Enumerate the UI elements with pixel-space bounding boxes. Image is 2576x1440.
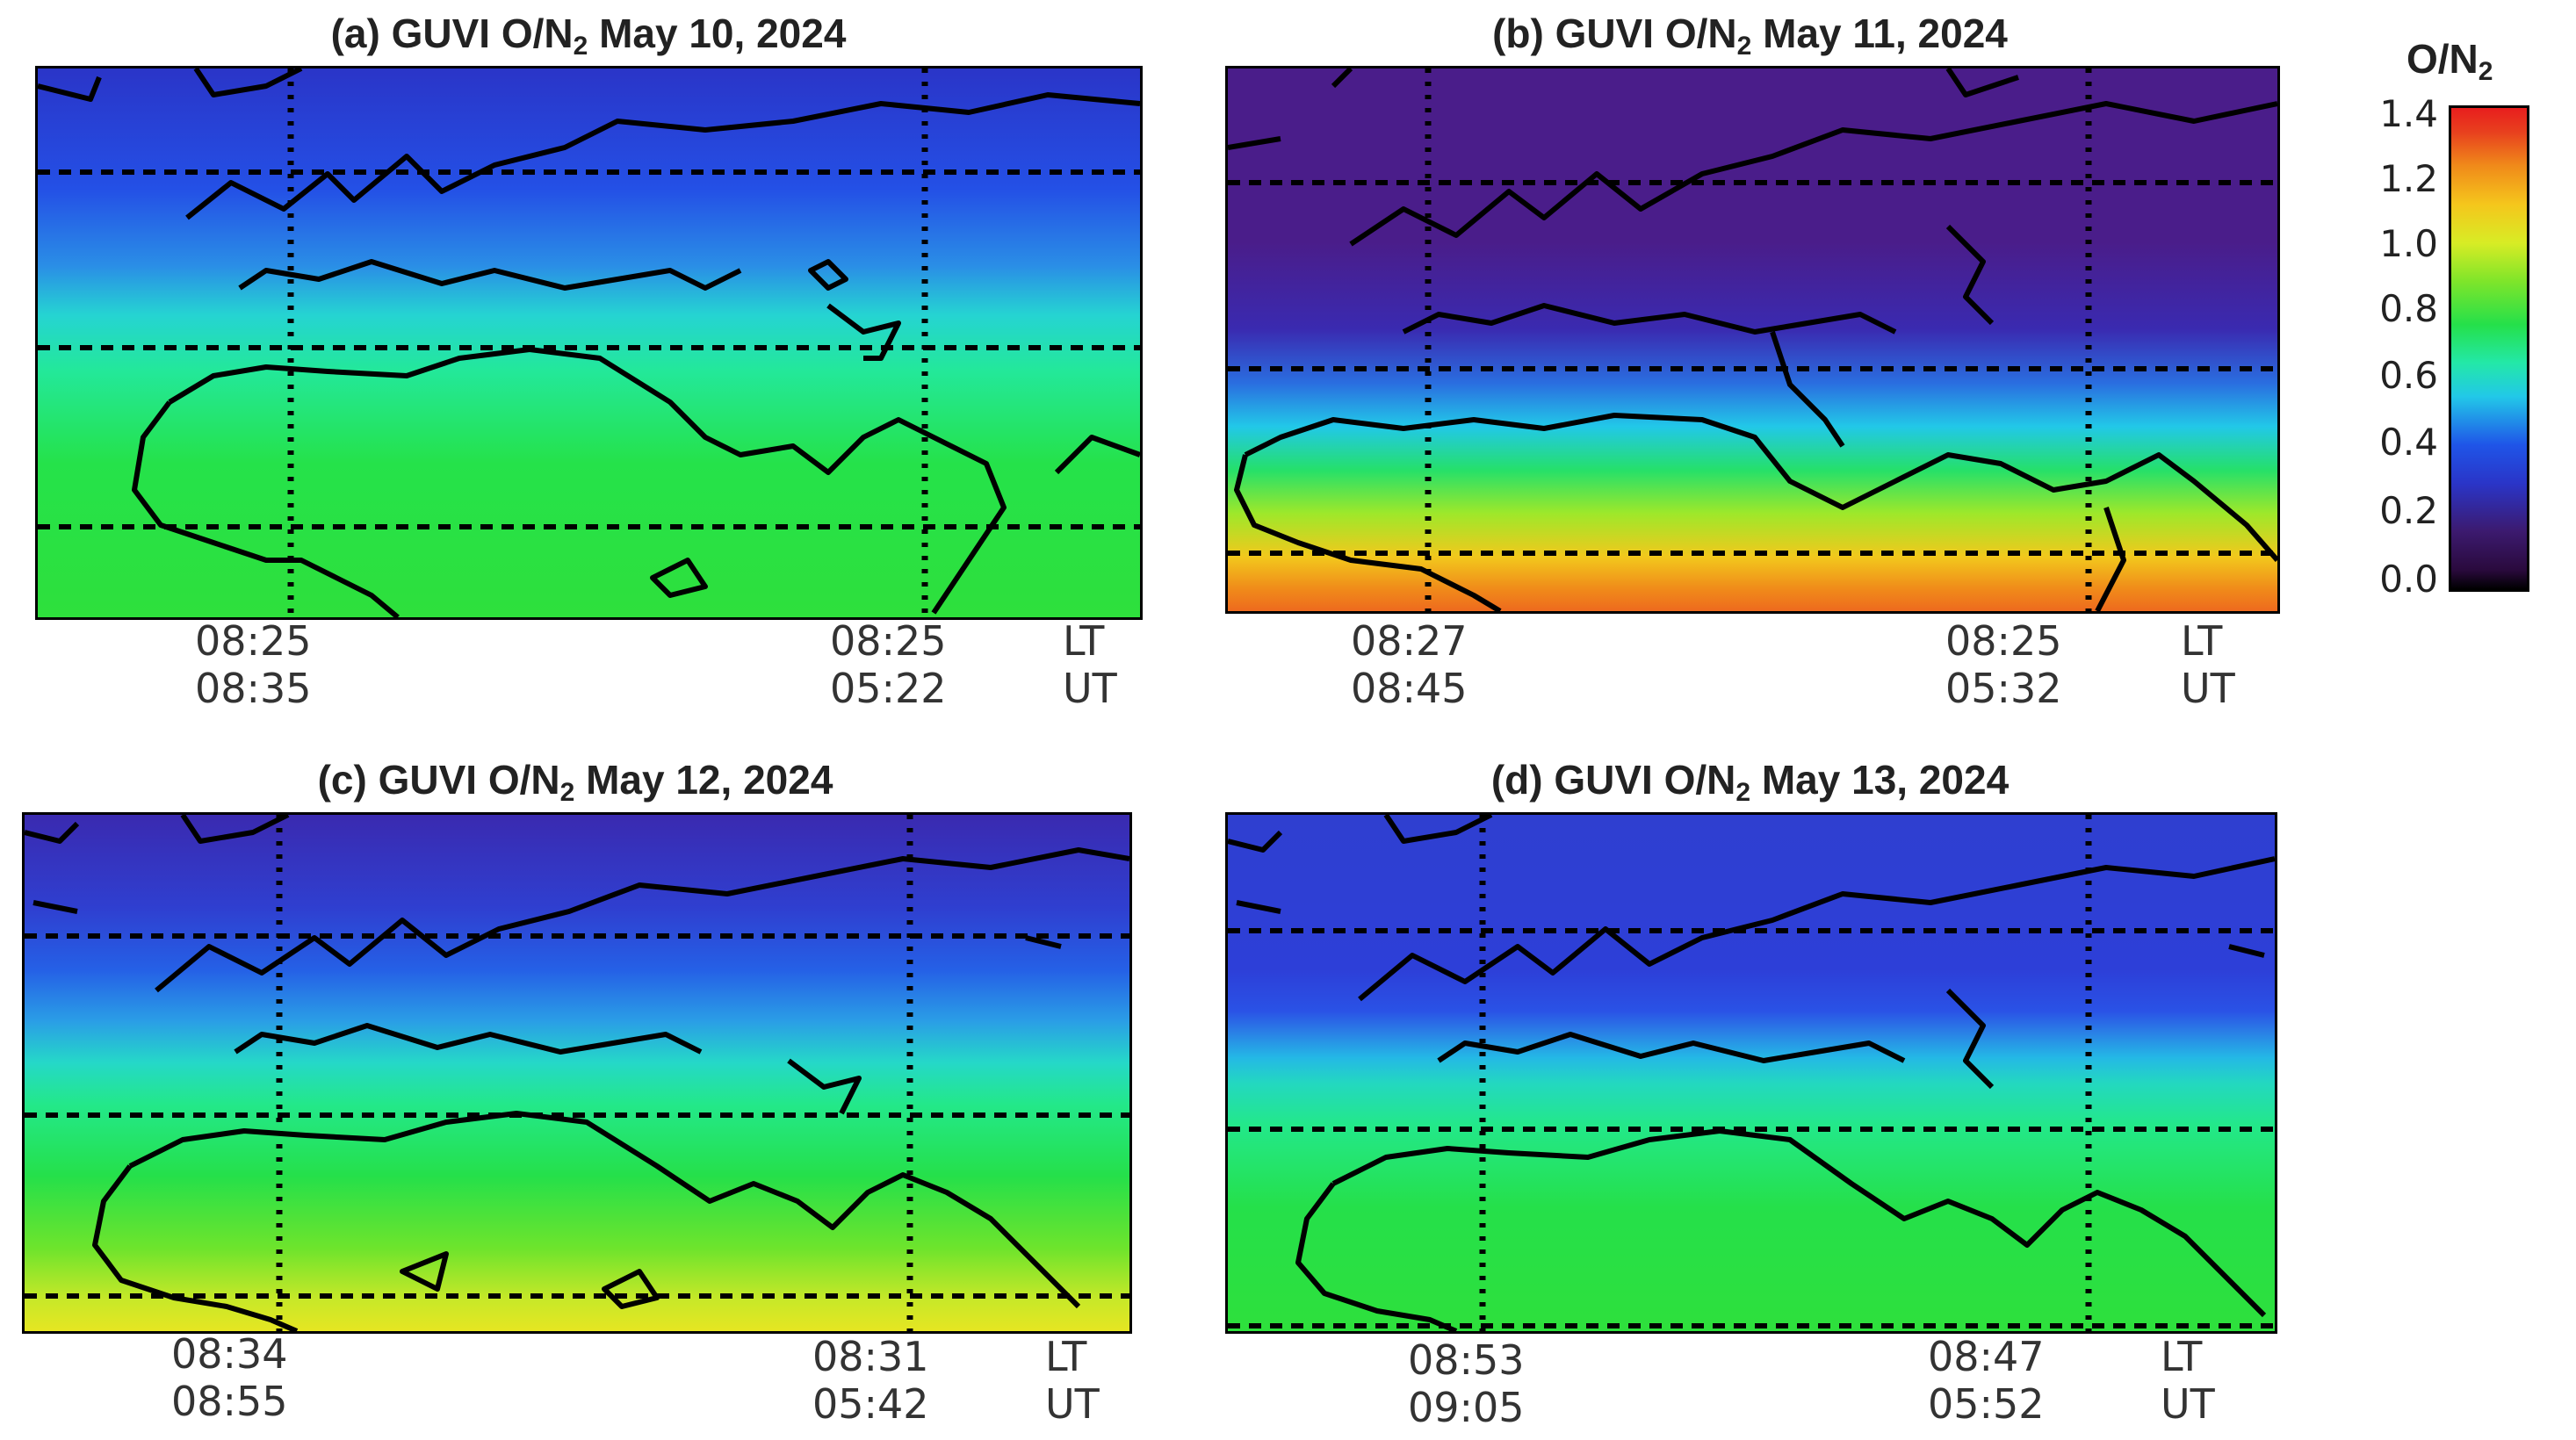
panel-c-title-date: May 12, 2024 <box>574 757 833 803</box>
panel-a-title-date: May 10, 2024 <box>588 11 847 56</box>
panel-b-title-date: May 11, 2024 <box>1751 11 2008 56</box>
panel-b-map <box>1225 66 2280 614</box>
coastline-overlay <box>25 815 1129 1331</box>
panel-b-left-lt: 08:27 <box>1351 617 1468 665</box>
on2-field <box>25 815 1129 1331</box>
panel-a-map <box>35 66 1143 620</box>
colorbar-tick: 0.0 <box>2379 558 2438 601</box>
colorbar-title-sub: 2 <box>2478 57 2493 86</box>
panel-b-ut-label: UT <box>2181 665 2235 712</box>
panel-b-left-ut: 08:45 <box>1351 665 1468 712</box>
panel-c-lt-label: LT <box>1045 1333 1087 1380</box>
panel-a-title-sub: 2 <box>573 32 588 61</box>
panel-c-title: (c) GUVI O/N2 May 12, 2024 <box>22 753 1129 807</box>
panel-c-title-text: (c) GUVI O/N <box>317 757 560 803</box>
colorbar-tick: 0.2 <box>2379 489 2438 532</box>
panel-d-title: (d) GUVI O/N2 May 13, 2024 <box>1225 753 2275 807</box>
colorbar-tick: 0.4 <box>2379 421 2438 464</box>
panel-c-title-sub: 2 <box>559 778 575 807</box>
panel-d-title-date: May 13, 2024 <box>1750 757 2010 803</box>
panel-b-lt-label: LT <box>2181 617 2223 665</box>
panel-b-right-ut: 05:32 <box>1945 665 2062 712</box>
panel-c-map <box>22 812 1132 1334</box>
panel-d-lt-label: LT <box>2161 1333 2203 1380</box>
panel-c-left-lt: 08:34 <box>171 1330 288 1378</box>
colorbar-title: O/N2 <box>2406 35 2493 87</box>
panel-d-left-lt: 08:53 <box>1408 1336 1525 1384</box>
panel-a-left-lt: 08:25 <box>195 617 312 665</box>
colorbar-title-text: O/N <box>2406 36 2479 82</box>
panel-d-left-ut: 09:05 <box>1408 1384 1525 1431</box>
panel-d-right-ut: 05:52 <box>1928 1380 2045 1428</box>
coastline-overlay <box>1228 68 2277 611</box>
colorbar-tick: 1.2 <box>2379 157 2438 200</box>
panel-b-title-text: (b) GUVI O/N <box>1492 11 1737 56</box>
panel-c-right-lt: 08:31 <box>812 1333 929 1380</box>
panel-c-left-ut: 08:55 <box>171 1378 288 1425</box>
coastline-overlay <box>1228 815 2275 1331</box>
panel-b-right-lt: 08:25 <box>1945 617 2062 665</box>
colorbar-tick: 1.0 <box>2379 222 2438 265</box>
panel-d-map <box>1225 812 2277 1334</box>
panel-a-right-lt: 08:25 <box>830 617 947 665</box>
panel-a-left-ut: 08:35 <box>195 665 312 712</box>
panel-d-right-lt: 08:47 <box>1928 1333 2045 1380</box>
panel-a-title: (a) GUVI O/N2 May 10, 2024 <box>35 7 1142 61</box>
panel-a-lt-label: LT <box>1063 617 1105 665</box>
panel-c-ut-label: UT <box>1045 1380 1100 1428</box>
panel-a-title-text: (a) GUVI O/N <box>330 11 574 56</box>
panel-d-title-text: (d) GUVI O/N <box>1490 757 1736 803</box>
panel-b-title: (b) GUVI O/N2 May 11, 2024 <box>1225 7 2275 61</box>
colorbar-tick: 1.4 <box>2379 92 2438 135</box>
panel-a-right-ut: 05:22 <box>830 665 947 712</box>
on2-field <box>1228 815 2275 1331</box>
colorbar-tick: 0.6 <box>2379 354 2438 397</box>
panel-b-title-sub: 2 <box>1736 32 1752 61</box>
colorbar <box>2449 105 2529 592</box>
coastline-overlay <box>38 68 1140 617</box>
panel-d-title-sub: 2 <box>1735 778 1751 807</box>
panel-d-ut-label: UT <box>2161 1380 2215 1428</box>
panel-c-right-ut: 05:42 <box>812 1380 929 1428</box>
colorbar-tick: 0.8 <box>2379 287 2438 330</box>
panel-a-ut-label: UT <box>1063 665 1117 712</box>
